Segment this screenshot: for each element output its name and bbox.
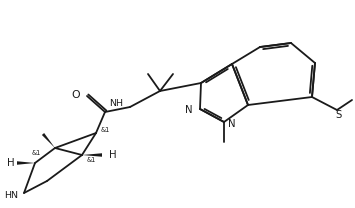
Text: &1: &1 xyxy=(32,150,41,156)
Text: H: H xyxy=(7,158,15,168)
Text: HN: HN xyxy=(4,191,18,199)
Polygon shape xyxy=(42,133,55,148)
Text: S: S xyxy=(336,110,342,120)
Text: &1: &1 xyxy=(87,157,96,163)
Text: N: N xyxy=(228,119,236,129)
Text: O: O xyxy=(71,90,80,100)
Polygon shape xyxy=(82,153,102,157)
Text: H: H xyxy=(109,150,117,160)
Text: &1: &1 xyxy=(101,127,110,133)
Text: NH: NH xyxy=(109,99,124,108)
Polygon shape xyxy=(17,161,35,165)
Text: N: N xyxy=(185,105,193,115)
